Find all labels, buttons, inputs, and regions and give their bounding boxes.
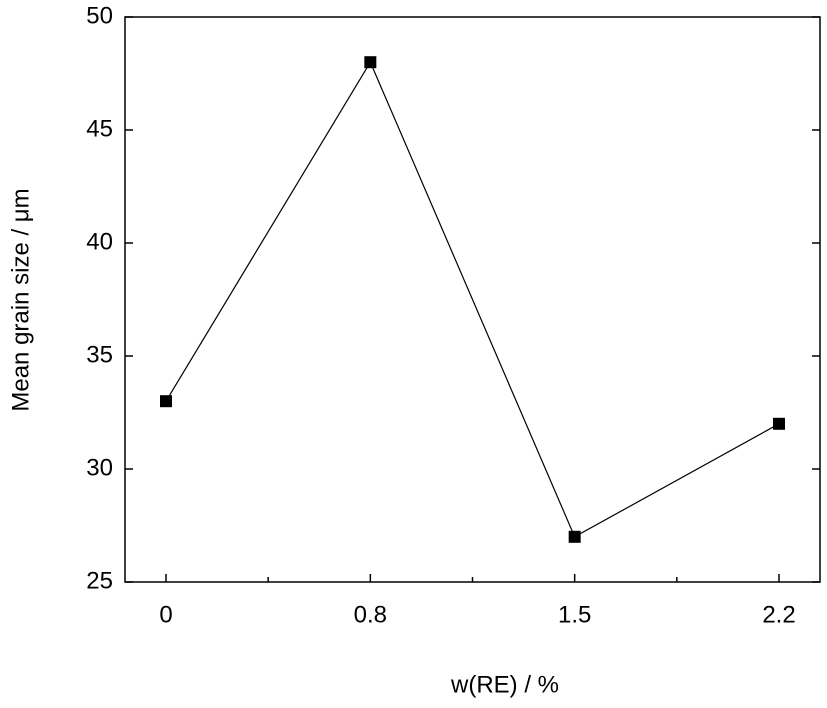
data-point xyxy=(160,395,172,408)
x-tick-label: 0.8 xyxy=(354,601,387,628)
y-tick-label: 25 xyxy=(86,567,113,594)
data-point xyxy=(364,56,377,69)
x-tick-label: 0 xyxy=(159,601,172,628)
x-axis-label: w(RE) / % xyxy=(450,671,559,698)
data-point xyxy=(568,530,581,543)
y-tick-label: 40 xyxy=(86,228,113,255)
y-tick-label: 45 xyxy=(86,115,113,142)
x-tick-label: 2.2 xyxy=(762,601,795,628)
y-tick-label: 30 xyxy=(86,454,113,481)
data-point xyxy=(773,417,785,430)
data-line xyxy=(165,60,780,538)
y-axis-label: Mean grain size / μm xyxy=(7,188,34,411)
x-tick-label: 1.5 xyxy=(558,601,591,628)
y-tick-label: 50 xyxy=(86,2,113,29)
y-tick-label: 35 xyxy=(86,341,113,368)
